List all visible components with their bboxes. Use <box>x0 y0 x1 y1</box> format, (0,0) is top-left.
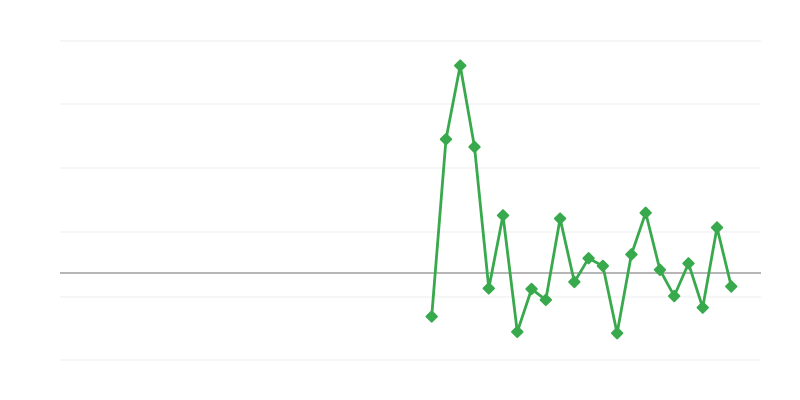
data-point-marker <box>653 263 667 276</box>
data-point-marker <box>696 301 709 314</box>
data-point-marker <box>496 209 510 222</box>
data-point-marker <box>639 206 652 220</box>
data-point-marker <box>553 212 567 225</box>
data-point-marker <box>625 248 638 261</box>
data-point-marker <box>596 259 610 273</box>
data-point-marker <box>454 59 467 72</box>
data-point-marker <box>725 280 738 293</box>
data-point-marker <box>425 310 438 323</box>
data-point-marker <box>439 133 453 146</box>
data-point-marker <box>468 140 481 154</box>
data-point-marker <box>525 282 538 296</box>
data-point-marker <box>668 289 681 303</box>
data-point-marker <box>682 257 695 270</box>
data-point-marker <box>610 326 624 340</box>
data-point-marker <box>482 282 495 295</box>
data-point-marker <box>539 293 553 307</box>
series-line <box>430 64 733 335</box>
data-point-marker <box>710 221 724 234</box>
data-point-marker <box>568 275 581 289</box>
data-point-marker <box>511 325 524 339</box>
data-point-marker <box>582 252 595 265</box>
